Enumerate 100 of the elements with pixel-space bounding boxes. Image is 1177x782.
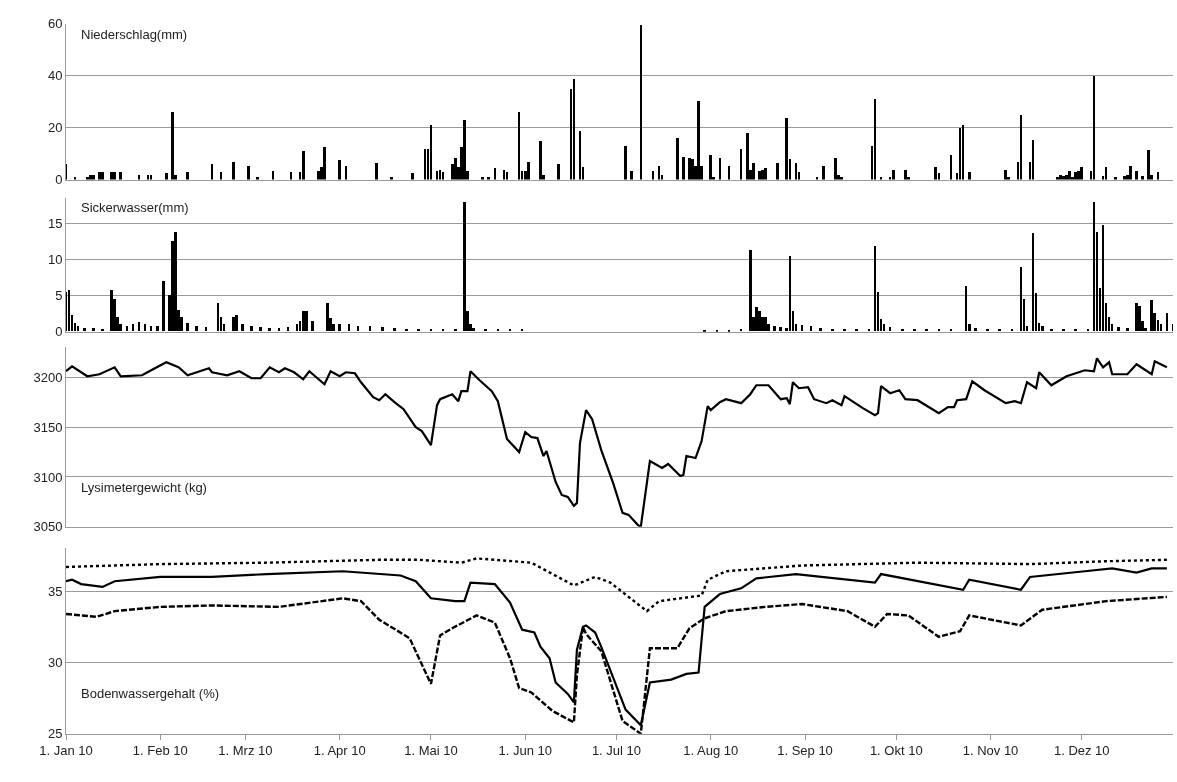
bar	[110, 290, 113, 332]
x-tick-label: 1. Mai 10	[404, 743, 458, 759]
line-series	[66, 557, 1169, 613]
bar	[1135, 303, 1138, 332]
bar	[755, 307, 758, 332]
bar	[892, 169, 895, 180]
bar	[132, 324, 134, 332]
bar	[497, 329, 499, 332]
bar	[1105, 166, 1107, 180]
bar	[259, 327, 262, 332]
bar	[719, 157, 721, 180]
bar	[126, 326, 128, 332]
bar	[144, 324, 146, 332]
y-tick-label: 0	[55, 324, 63, 340]
text: Lysimetergewicht (kg)	[81, 480, 207, 495]
bar	[232, 317, 235, 332]
bar	[484, 329, 487, 332]
y-tick-label: 40	[47, 68, 63, 84]
bar	[302, 311, 305, 332]
bar	[235, 315, 238, 332]
bar	[934, 166, 937, 180]
bar	[101, 329, 104, 332]
bar	[527, 161, 530, 180]
bar	[746, 132, 749, 180]
bar	[454, 157, 457, 180]
bar	[1147, 149, 1150, 180]
bar	[77, 326, 79, 332]
x-tick-label: 1. Nov 10	[962, 743, 1019, 759]
bar	[1032, 233, 1034, 332]
bar	[241, 324, 244, 332]
bar	[494, 167, 496, 180]
bar	[974, 328, 977, 332]
bar	[357, 326, 359, 332]
bar	[810, 326, 812, 332]
bar	[691, 158, 694, 180]
bar	[430, 124, 432, 180]
bar	[709, 154, 712, 180]
bar	[186, 323, 189, 332]
bar	[217, 303, 219, 332]
x-tick-label: 1. Jun 10	[498, 743, 552, 759]
y-tick-label: 3150	[33, 419, 63, 435]
bar	[211, 163, 213, 180]
bar	[268, 328, 271, 332]
bar	[901, 329, 904, 332]
bar	[232, 161, 235, 180]
bar	[779, 327, 782, 332]
bar	[1074, 329, 1077, 332]
bar	[302, 150, 305, 180]
y-tick-label: 30	[47, 655, 63, 671]
bar	[463, 119, 466, 180]
bar	[874, 246, 876, 332]
bar	[1062, 329, 1065, 332]
bar	[1126, 328, 1129, 332]
bar	[1050, 329, 1053, 332]
bar	[789, 256, 791, 332]
bar	[1041, 326, 1044, 332]
x-tick-label: 1. Jan 10	[39, 743, 93, 759]
x-tick-label: 1. Apr 10	[313, 743, 366, 759]
y-tick-label: 35	[47, 583, 63, 599]
bar	[521, 329, 523, 332]
y-tick-label: 15	[47, 216, 63, 232]
bar	[305, 311, 308, 332]
bar	[889, 327, 891, 332]
bar	[1080, 166, 1083, 180]
bar	[925, 329, 928, 332]
bar	[539, 140, 542, 180]
bar	[442, 329, 444, 332]
bar	[171, 111, 174, 180]
bar	[405, 329, 408, 332]
x-tick-label: 1. Jul 10	[591, 743, 642, 759]
bar	[1117, 327, 1120, 332]
text: Bodenwassergehalt (%)	[81, 686, 220, 701]
bar	[323, 146, 326, 180]
bar	[454, 329, 457, 332]
x-tick-label: 1. Sep 10	[777, 743, 833, 759]
y-tick-label: 60	[47, 16, 63, 32]
bar	[950, 329, 952, 332]
bar	[247, 165, 250, 180]
bar	[950, 154, 952, 180]
bar	[150, 326, 152, 332]
bar	[904, 169, 907, 180]
y-tick-label: 20	[47, 120, 63, 136]
bar	[682, 156, 685, 180]
bar	[773, 326, 776, 332]
bar	[557, 163, 560, 180]
bar	[1032, 139, 1034, 180]
x-tick-label: 1. Dez 10	[1053, 743, 1110, 759]
bar	[676, 137, 679, 180]
bar	[205, 327, 207, 332]
bar	[68, 290, 70, 332]
bar	[1138, 306, 1141, 332]
bar	[868, 329, 870, 332]
bar	[834, 157, 837, 180]
bar	[913, 329, 916, 332]
bar	[463, 202, 466, 332]
y-tick-label: 25	[47, 726, 63, 742]
bar	[1087, 329, 1089, 332]
bar	[1129, 165, 1132, 180]
bar	[92, 328, 95, 332]
bar	[752, 162, 755, 180]
